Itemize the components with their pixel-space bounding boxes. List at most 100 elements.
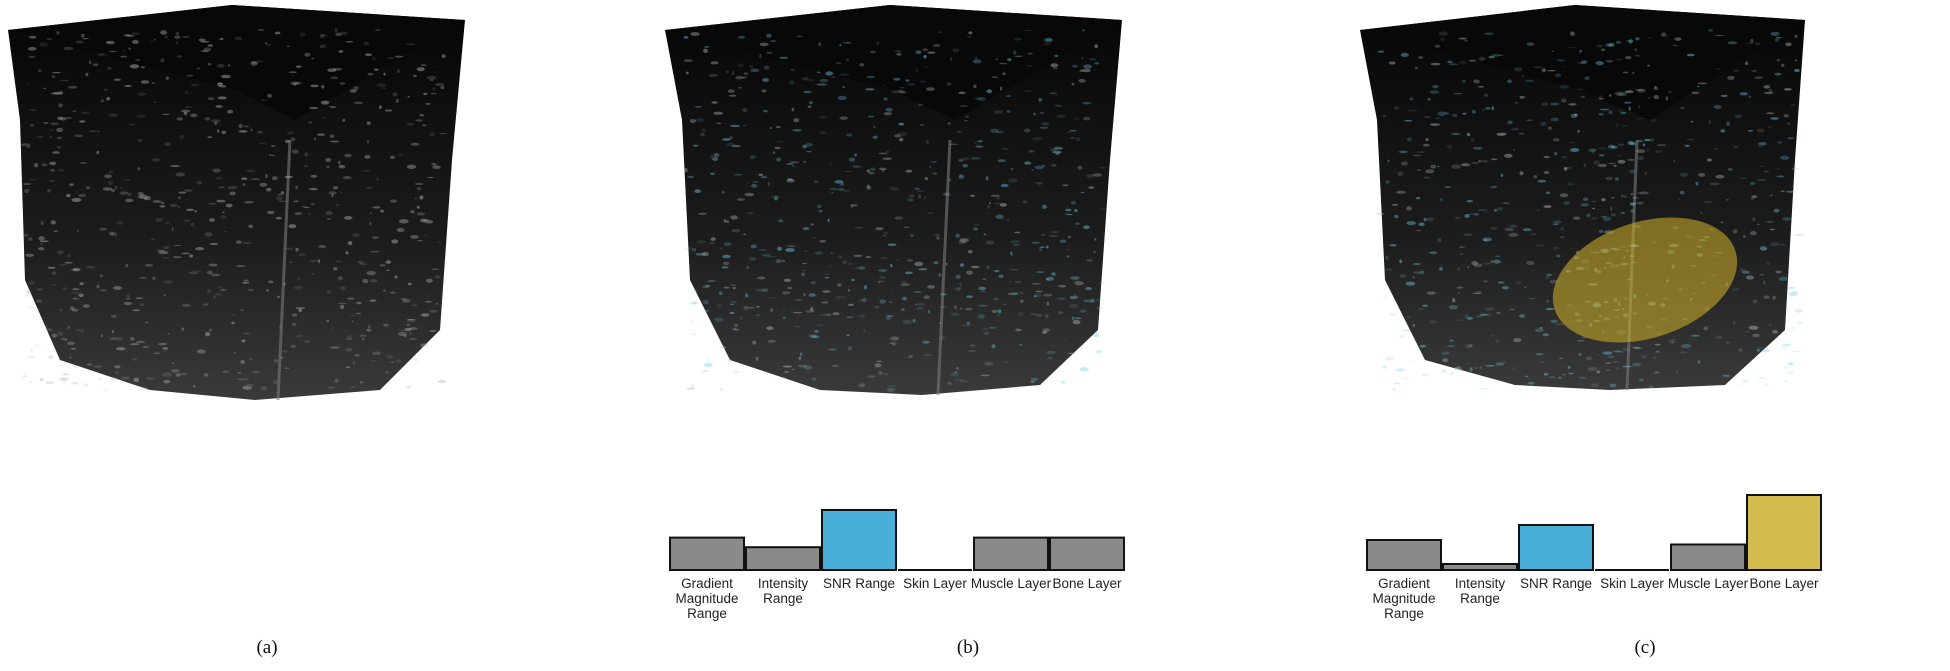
speckle xyxy=(1478,160,1481,163)
speckle xyxy=(865,88,875,91)
speckle xyxy=(972,227,979,231)
speckle xyxy=(1757,347,1763,349)
speckle xyxy=(96,150,100,155)
speckle xyxy=(1794,34,1798,39)
speckle xyxy=(1611,361,1620,363)
speckle xyxy=(1491,334,1495,337)
speckle xyxy=(1483,211,1489,213)
speckle xyxy=(1042,204,1047,209)
speckle xyxy=(1541,68,1546,73)
speckle xyxy=(956,366,959,370)
speckle xyxy=(1791,326,1797,331)
speckle xyxy=(1456,319,1464,321)
speckle xyxy=(1774,72,1782,76)
speckle xyxy=(181,327,185,331)
speckle xyxy=(1412,323,1415,327)
speckle xyxy=(1552,138,1560,142)
speckle xyxy=(420,63,427,67)
speckle xyxy=(1648,37,1652,39)
speckle xyxy=(1476,315,1483,318)
speckle xyxy=(708,73,719,77)
speckle xyxy=(122,50,126,52)
speckle xyxy=(1066,248,1071,251)
speckle xyxy=(736,198,745,201)
speckle xyxy=(710,61,719,65)
speckle xyxy=(956,130,963,133)
speckle xyxy=(998,274,1004,278)
speckle xyxy=(386,355,395,359)
speckle xyxy=(256,130,263,134)
speckle xyxy=(437,379,447,384)
speckle xyxy=(1569,148,1580,152)
speckle xyxy=(1756,179,1767,181)
speckle xyxy=(1018,312,1024,316)
speckle xyxy=(1559,193,1569,198)
speckle xyxy=(287,131,294,135)
speckle xyxy=(184,106,193,108)
speckle xyxy=(268,154,272,156)
speckle xyxy=(1512,149,1516,152)
speckle xyxy=(1643,138,1651,142)
speckle xyxy=(108,113,118,117)
speckle xyxy=(945,262,948,266)
speckle xyxy=(321,84,325,89)
speckle xyxy=(1741,270,1750,274)
speckle xyxy=(39,377,44,382)
speckle xyxy=(906,259,914,262)
speckle xyxy=(905,79,910,82)
speckle xyxy=(1491,53,1501,57)
speckle xyxy=(1397,171,1403,176)
speckle xyxy=(350,386,356,388)
bar-label: Intensity Range xyxy=(1455,576,1506,606)
speckle xyxy=(83,383,89,387)
speckle xyxy=(129,64,140,69)
speckle xyxy=(702,300,709,305)
speckle xyxy=(133,377,140,382)
speckle xyxy=(1727,168,1733,171)
speckle xyxy=(1772,295,1776,300)
speckle xyxy=(996,196,1001,200)
speckle xyxy=(81,111,90,115)
speckle xyxy=(1447,345,1455,347)
speckle xyxy=(915,303,918,306)
speckle xyxy=(1440,37,1445,42)
speckle xyxy=(703,48,708,53)
speckle xyxy=(1572,216,1581,220)
speckle xyxy=(110,188,116,193)
speckle xyxy=(966,270,973,275)
speckle xyxy=(1557,59,1565,62)
speckle xyxy=(386,269,390,272)
speckle xyxy=(1672,44,1678,47)
speckle xyxy=(1006,219,1010,222)
speckle xyxy=(161,201,165,205)
speckle xyxy=(411,357,420,362)
speckle xyxy=(1519,171,1524,176)
speckle xyxy=(1000,86,1003,91)
speckle xyxy=(691,289,698,293)
speckle xyxy=(959,238,969,243)
speckle xyxy=(995,130,1005,134)
speckle xyxy=(970,265,980,269)
speckle xyxy=(974,142,978,144)
speckle xyxy=(842,260,848,265)
speckle xyxy=(1538,361,1546,363)
speckle xyxy=(267,93,272,98)
speckle xyxy=(1075,222,1080,225)
speckle xyxy=(959,105,968,107)
speckle xyxy=(325,158,332,162)
speckle xyxy=(132,39,139,44)
speckle xyxy=(999,63,1008,65)
speckle xyxy=(213,296,216,299)
speckle xyxy=(125,34,135,38)
speckle xyxy=(1568,372,1574,375)
speckle xyxy=(177,205,181,209)
speckle xyxy=(136,195,145,199)
speckle xyxy=(1620,111,1627,115)
speckle xyxy=(1400,52,1409,57)
speckle xyxy=(108,50,117,53)
speckle xyxy=(1528,381,1535,385)
speckle xyxy=(387,57,395,59)
speckle xyxy=(939,322,942,324)
speckle xyxy=(1056,114,1066,118)
speckle xyxy=(1459,253,1464,256)
